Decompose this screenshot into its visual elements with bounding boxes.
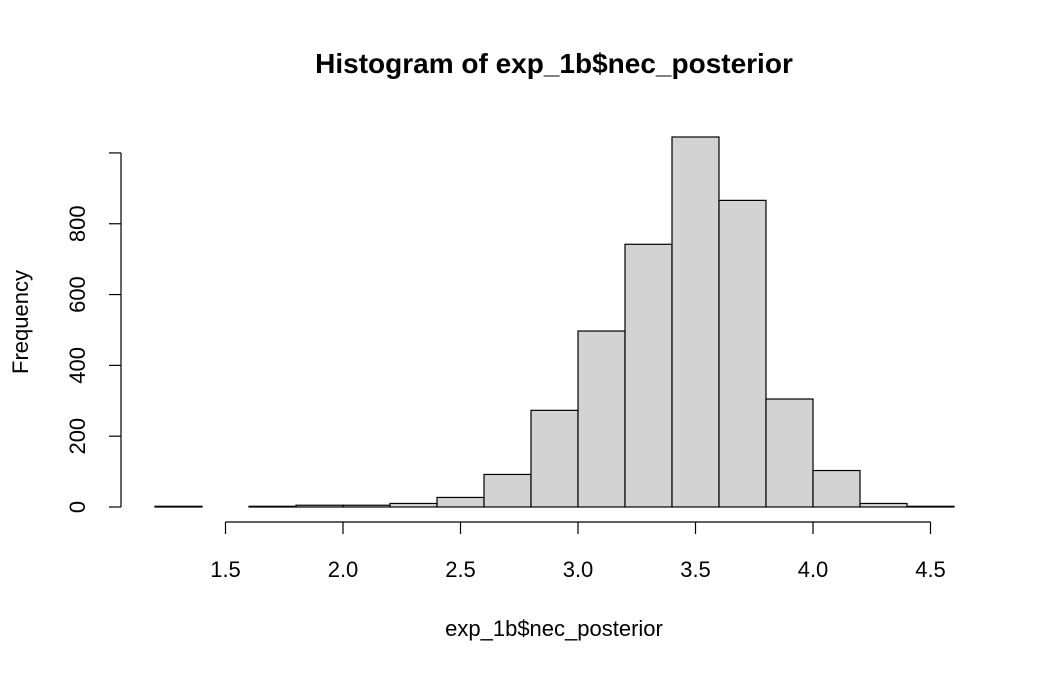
histogram-bar <box>906 505 955 508</box>
y-tick-label: 400 <box>65 347 90 384</box>
histogram-bar <box>718 199 767 508</box>
y-tick-label: 0 <box>65 501 90 513</box>
x-tick-label: 3.0 <box>563 557 594 582</box>
x-tick-label: 2.0 <box>328 557 359 582</box>
histogram-bar <box>248 505 297 508</box>
histogram-bar <box>436 496 485 508</box>
histogram-bar <box>483 473 532 508</box>
histogram-bar <box>624 243 673 508</box>
y-axis: 0 200 400 600 800 <box>65 152 122 513</box>
histogram-bar <box>765 398 814 508</box>
x-tick-label: 3.5 <box>680 557 711 582</box>
histogram-bar <box>671 136 720 508</box>
bars-group <box>154 136 955 508</box>
histogram-bar <box>530 409 579 508</box>
histogram-bar <box>577 330 626 508</box>
x-axis: 1.5 2.0 2.5 3.0 3.5 4.0 4.5 <box>210 521 946 582</box>
y-tick-label: 200 <box>65 418 90 455</box>
x-axis-label: exp_1b$nec_posterior <box>445 616 663 641</box>
x-tick-label: 1.5 <box>210 557 241 582</box>
histogram-bar <box>154 505 203 508</box>
histogram-bar <box>295 504 344 508</box>
chart-title: Histogram of exp_1b$nec_posterior <box>315 48 793 79</box>
histogram-bar <box>389 502 438 508</box>
y-tick-label: 600 <box>65 276 90 313</box>
x-tick-label: 4.5 <box>915 557 946 582</box>
histogram-bar <box>859 502 908 508</box>
y-axis-label: Frequency <box>8 270 33 374</box>
x-tick-label: 4.0 <box>798 557 829 582</box>
x-tick-label: 2.5 <box>445 557 476 582</box>
histogram-bar <box>812 469 861 508</box>
y-tick-label: 800 <box>65 205 90 242</box>
histogram-bar <box>342 504 391 508</box>
